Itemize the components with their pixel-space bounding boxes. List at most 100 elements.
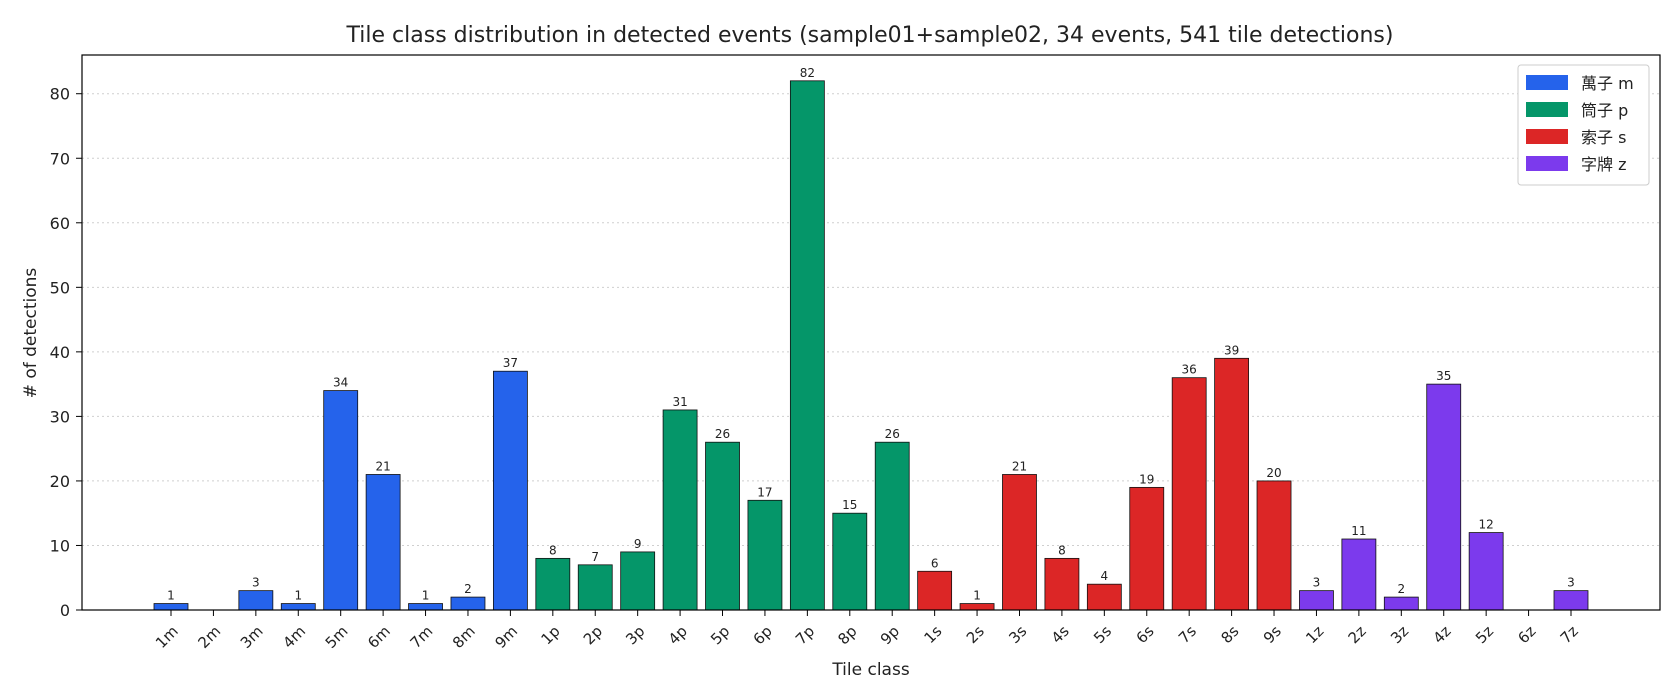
y-tick-label: 80 (50, 85, 70, 104)
bar-9m (492, 370, 528, 611)
x-tick-label-7z: 7z (1557, 622, 1582, 647)
bar-8p (832, 512, 868, 611)
chart-title: Tile class distribution in detected even… (346, 23, 1394, 48)
data-label-5z: 12 (1479, 518, 1494, 532)
bar-9p (874, 441, 910, 611)
bar-9s (1256, 480, 1292, 611)
y-tick-label: 50 (50, 278, 70, 297)
x-tick-label-2s: 2s (963, 622, 988, 647)
y-tick-label: 70 (50, 149, 70, 168)
x-tick-label-8p: 8p (834, 622, 860, 648)
data-label-8s: 39 (1224, 343, 1239, 357)
y-axis-ticks: 0 10 20 30 40 50 60 70 80 (50, 85, 82, 620)
data-label-4z: 35 (1436, 369, 1451, 383)
data-label-6m: 21 (375, 459, 390, 473)
x-tick-label-9s: 9s (1260, 622, 1285, 647)
bar-4s (1044, 557, 1080, 611)
bar-1p (535, 557, 571, 611)
legend-swatch-s (1526, 129, 1568, 144)
bar-2z (1341, 538, 1377, 611)
data-label-9s: 20 (1266, 466, 1281, 480)
data-label-7z: 3 (1567, 576, 1575, 590)
bar-6s (1129, 486, 1165, 611)
x-axis-ticks: 1m 2m 3m 4m 5m 6m 7m 8m 9m 1p 2p 3p 4p 5p 6p 7p 8p 9p 1s 2s… (152, 610, 1582, 652)
x-tick-label-4s: 4s (1048, 622, 1073, 647)
bar-5s (1086, 583, 1122, 611)
x-tick-label-8s: 8s (1217, 622, 1242, 647)
x-tick-label-3s: 3s (1005, 622, 1030, 647)
x-tick-label-3p: 3p (622, 622, 648, 648)
bar-3p (620, 551, 656, 611)
bar-3m (238, 590, 274, 611)
bar-6m (365, 474, 401, 611)
x-tick-label-9m: 9m (491, 622, 521, 652)
x-tick-label-5p: 5p (707, 622, 733, 648)
x-tick-label-9p: 9p (877, 622, 903, 648)
bar-3s (1002, 474, 1037, 611)
legend-swatch-p (1526, 102, 1568, 117)
x-tick-label-3z: 3z (1387, 622, 1412, 647)
x-tick-label-2z: 2z (1345, 622, 1370, 647)
data-label-1z: 3 (1313, 576, 1321, 590)
grid-lines (82, 93, 1660, 546)
data-label-4m: 1 (294, 589, 302, 603)
bar-7s (1171, 377, 1207, 611)
data-label-8m: 2 (464, 582, 472, 596)
legend: 萬子 m 筒子 p 索子 s 字牌 z (1517, 64, 1650, 186)
data-label-1s: 6 (931, 556, 939, 570)
y-axis-label: # of detections (21, 268, 41, 399)
bar-1z (1299, 590, 1334, 611)
x-tick-label-4z: 4z (1430, 622, 1455, 647)
x-tick-label-6s: 6s (1133, 622, 1158, 647)
bar-4z (1426, 383, 1462, 611)
legend-box (1517, 64, 1650, 186)
x-tick-label-6z: 6z (1514, 622, 1539, 647)
legend-swatch-z (1526, 156, 1568, 171)
x-tick-label-1s: 1s (920, 622, 945, 647)
data-label-6p: 17 (757, 485, 772, 499)
x-tick-label-2m: 2m (194, 622, 224, 652)
data-label-3z: 2 (1397, 582, 1405, 596)
bar-7p (789, 80, 825, 611)
x-tick-label-6p: 6p (750, 622, 776, 648)
bar-5m (323, 390, 359, 611)
data-label-9m: 37 (503, 356, 518, 370)
x-tick-label-4p: 4p (665, 622, 691, 648)
data-label-2p: 7 (591, 550, 599, 564)
data-label-5p: 26 (715, 427, 730, 441)
y-tick-label: 40 (50, 343, 70, 362)
plot-frame (81, 54, 1661, 611)
x-tick-label-7s: 7s (1175, 622, 1200, 647)
x-tick-label-5s: 5s (1090, 622, 1115, 647)
x-tick-label-3m: 3m (237, 622, 267, 652)
y-tick-label: 60 (50, 214, 70, 233)
legend-swatch-m (1526, 75, 1568, 90)
bar-2s (959, 603, 995, 611)
x-tick-label-2p: 2p (580, 622, 606, 648)
bar-1m (153, 603, 189, 611)
data-label-9p: 26 (885, 427, 900, 441)
legend-label-m: 萬子 m (1581, 74, 1634, 93)
data-label-7m: 1 (422, 589, 430, 603)
data-label-7p: 82 (800, 66, 815, 80)
data-label-5s: 4 (1101, 569, 1109, 583)
bars (153, 80, 1589, 611)
bar-6p (747, 499, 783, 611)
bar-4p (662, 409, 698, 611)
data-label-1p: 8 (549, 543, 557, 557)
data-label-7s: 36 (1182, 363, 1197, 377)
x-tick-label-7p: 7p (792, 622, 818, 648)
y-tick-label: 10 (50, 536, 70, 555)
bar-5p (705, 441, 740, 611)
x-tick-label-1z: 1z (1302, 622, 1327, 647)
bar-2p (577, 564, 613, 611)
bar-8m (450, 596, 486, 611)
y-tick-label: 20 (50, 472, 70, 491)
x-tick-label-8m: 8m (449, 622, 479, 652)
bar-5z (1468, 532, 1504, 611)
bar-3z (1383, 596, 1419, 611)
legend-label-p: 筒子 p (1581, 101, 1628, 120)
y-tick-label: 0 (60, 601, 70, 620)
